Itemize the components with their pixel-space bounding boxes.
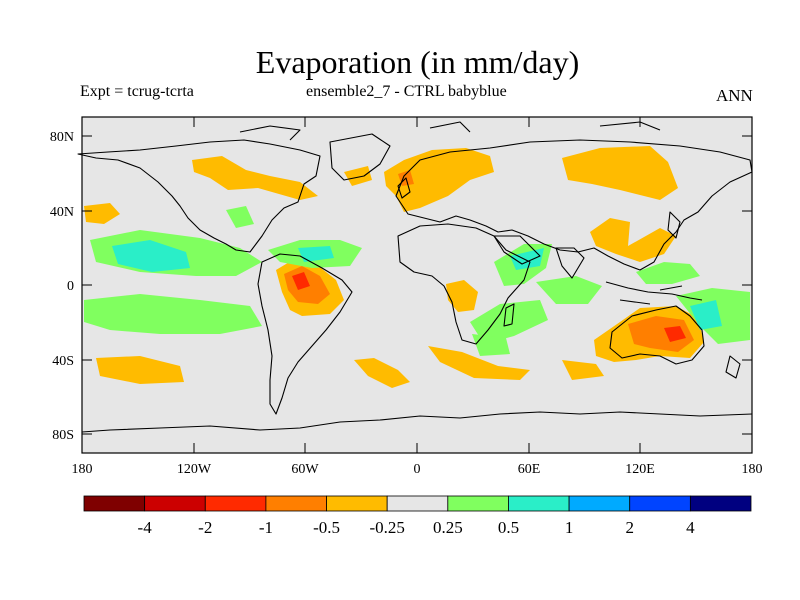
colorbar-label: 2 [625, 518, 634, 537]
anomaly-patch-australia-core [628, 316, 694, 352]
colorbar-label: -1 [259, 518, 273, 537]
colorbar-label: 0.25 [433, 518, 463, 537]
lat-label-40n: 40N [50, 205, 74, 220]
anomaly-patch-southern-africa [446, 280, 478, 312]
anomaly-patch-north-pacific [84, 203, 120, 224]
map-title: Evaporation (in mm/day) [255, 44, 580, 80]
coastline-south-america [257, 253, 353, 415]
lat-label-40s: 40S [52, 354, 74, 369]
anomaly-patch-south-pacific-west [96, 356, 184, 384]
lat-labels: 80N 40N 0 40S 80S [50, 130, 74, 443]
lon-ticks [193, 117, 641, 453]
lon-label-180e: 180 [742, 462, 763, 477]
lat-ticks [82, 135, 752, 435]
experiment-label: Expt = tcrug-tcrta [80, 83, 194, 100]
season-label: ANN [716, 86, 753, 105]
colorbar-label: -0.25 [369, 518, 404, 537]
coastline-new-zealand [725, 355, 741, 379]
anomaly-patch-tropical-east-pacific-core [112, 240, 190, 272]
anomaly-patch-tropical-south-pacific [84, 294, 262, 334]
colorbar-label: -0.5 [313, 518, 340, 537]
anomaly-patch-east-asia [590, 218, 676, 262]
ensemble-subtitle: ensemble2_7 - CTRL babyblue [306, 83, 507, 100]
anomaly-patch-australia-max [664, 326, 686, 342]
lon-label-120w: 120W [177, 462, 212, 477]
anomaly-patch-western-indian-ocean [536, 276, 602, 304]
anomaly-patch-alaska-canada [192, 156, 318, 200]
anomaly-fields [84, 146, 750, 388]
lat-label-80s: 80S [52, 428, 74, 443]
colorbar-box [386, 495, 449, 512]
anomaly-patch-northern-europe [384, 148, 494, 212]
lon-label-120e: 120E [625, 462, 655, 477]
coastline-madagascar [503, 303, 515, 327]
coastline-india [555, 247, 585, 279]
colorbar-box [265, 495, 327, 512]
coastline-uk [397, 177, 411, 199]
coastline-indonesia [605, 281, 703, 305]
lat-label-0: 0 [67, 279, 74, 294]
anomaly-patch-south-atlantic [354, 358, 410, 388]
anomaly-patch-siberia [562, 146, 678, 200]
colorbar-label: 1 [565, 518, 574, 537]
coastline-antarctica [81, 411, 753, 433]
colorbar-label: 4 [686, 518, 695, 537]
colorbar-box [83, 495, 146, 512]
anomaly-patch-maritime-continent [636, 262, 700, 284]
anomaly-patch-tropical-atlantic-core [298, 246, 334, 262]
anomaly-patch-coral-sea-core [690, 300, 722, 330]
anomaly-patch-southern-ocean [472, 334, 510, 356]
colorbar-box [326, 495, 388, 512]
coastlines [77, 121, 753, 433]
lon-labels: 180 120W 60W 0 60E 120E 180 [72, 462, 763, 477]
coastline-north-america [77, 139, 321, 253]
anomaly-patch-tasman [562, 360, 604, 380]
colorbar-box [204, 495, 267, 512]
anomaly-patch-greenland-sea [344, 166, 372, 186]
anomaly-patch-east-africa-core [510, 248, 544, 270]
anomaly-patch-north-atlantic [226, 206, 254, 228]
lon-label-60e: 60E [518, 462, 541, 477]
lat-label-80n: 80N [50, 130, 74, 145]
colorbar-box [629, 495, 691, 512]
anomaly-patch-amazon-max [292, 272, 310, 290]
coastline-arabia [493, 235, 541, 265]
anomaly-patch-mozambique-channel [470, 300, 548, 344]
colorbar-box [447, 495, 509, 512]
colorbar-boxes [83, 495, 752, 512]
colorbar-box [508, 495, 570, 512]
colorbar-labels: -4 -2 -1 -0.5 -0.25 0.25 0.5 1 2 4 [138, 518, 696, 537]
colorbar-box [568, 495, 631, 512]
colorbar-box [689, 495, 752, 512]
anomaly-patch-south-indian [428, 346, 530, 380]
colorbar-label: -4 [138, 518, 153, 537]
coastline-europe-asia [395, 139, 753, 271]
lon-label-180w: 180 [72, 462, 93, 477]
lon-label-60w: 60W [291, 462, 319, 477]
coastline-japan [667, 211, 681, 239]
coastline-australia [609, 305, 705, 365]
colorbar-label: -2 [198, 518, 212, 537]
colorbar-label: 0.5 [498, 518, 519, 537]
coastline-greenland [329, 133, 391, 181]
colorbar-box [144, 495, 206, 512]
coastline-africa [397, 223, 531, 345]
lon-label-0: 0 [414, 462, 421, 477]
